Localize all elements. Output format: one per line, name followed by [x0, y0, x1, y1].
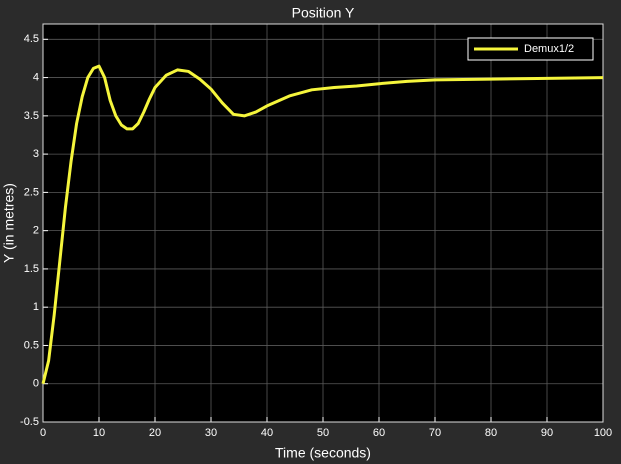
chart-title: Position Y — [292, 5, 355, 21]
x-tick-label: 20 — [149, 427, 161, 439]
x-tick-label: 30 — [205, 427, 217, 439]
x-tick-label: 50 — [317, 427, 329, 439]
y-tick-label: 2 — [33, 225, 39, 237]
x-tick-label: 40 — [261, 427, 273, 439]
axes-box — [42, 23, 604, 423]
x-tick-label: 80 — [485, 427, 497, 439]
x-tick-label: 0 — [40, 427, 46, 439]
y-tick-label: 3.5 — [24, 110, 39, 122]
legend-label: Demux1/2 — [524, 43, 574, 55]
y-tick-label: 0.5 — [24, 339, 39, 351]
data-line — [41, 64, 604, 385]
y-tick-label: 1.5 — [24, 263, 39, 275]
y-tick-label: 4 — [33, 71, 39, 83]
legend-box — [467, 37, 594, 61]
y-tick-label: -0.5 — [20, 416, 39, 428]
y-tick-label: 3 — [33, 148, 39, 160]
y-tick-label: 1 — [33, 301, 39, 313]
y-tick-label: 0 — [33, 378, 39, 390]
y-axis-label: Y (in metres) — [1, 183, 17, 263]
x-tick-label: 70 — [429, 427, 441, 439]
x-tick-label: 90 — [541, 427, 553, 439]
x-tick-label: 100 — [594, 427, 612, 439]
y-tick-label: 2.5 — [24, 186, 39, 198]
x-axis-label: Time (seconds) — [275, 445, 371, 461]
x-tick-label: 60 — [373, 427, 385, 439]
y-tick-label: 4.5 — [24, 33, 39, 45]
x-tick-label: 10 — [93, 427, 105, 439]
